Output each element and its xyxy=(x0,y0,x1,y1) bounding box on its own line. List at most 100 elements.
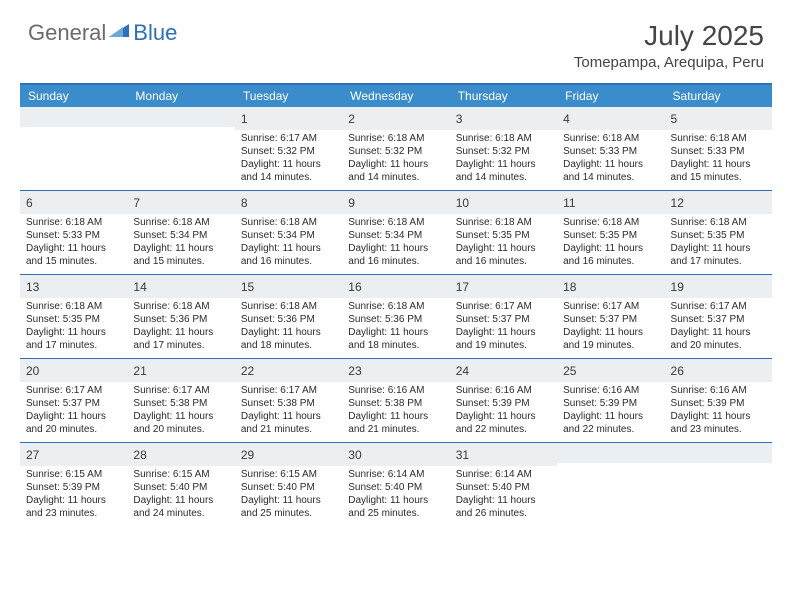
calendar-cell: 9 Sunrise: 6:18 AMSunset: 5:34 PMDaylight… xyxy=(342,191,449,274)
daynum-row: 7 xyxy=(127,191,234,214)
calendar-cell: 8Sunrise: 6:18 AMSunset: 5:34 PMDaylight… xyxy=(235,191,342,274)
calendar-cell: 1 Sunrise: 6:17 AMSunset: 5:32 PMDaylight… xyxy=(235,107,342,190)
daynum-row: 14 xyxy=(127,275,234,298)
day-header: Saturday xyxy=(665,85,772,107)
sunset-line: Sunset: 5:34 PM xyxy=(241,229,336,242)
day-number: 2 xyxy=(348,112,355,126)
daylight-line: Daylight: 11 hours and 24 minutes. xyxy=(133,494,228,520)
day-number: 1 xyxy=(241,112,248,126)
sunset-line: Sunset: 5:39 PM xyxy=(26,481,121,494)
day-number: 10 xyxy=(456,196,469,210)
daynum-row xyxy=(665,443,772,463)
sunset-line: Sunset: 5:40 PM xyxy=(348,481,443,494)
daylight-line: Daylight: 11 hours and 15 minutes. xyxy=(26,242,121,268)
cell-body: Sunrise: 6:18 AMSunset: 5:32 PMDaylight:… xyxy=(450,130,557,190)
daylight-line: Daylight: 11 hours and 25 minutes. xyxy=(348,494,443,520)
daynum-row: 23 xyxy=(342,359,449,382)
daylight-line: Daylight: 11 hours and 23 minutes. xyxy=(26,494,121,520)
daynum-row: 15 xyxy=(235,275,342,298)
day-number: 6 xyxy=(26,196,33,210)
day-number: 8 xyxy=(241,196,248,210)
sunrise-line: Sunrise: 6:17 AM xyxy=(563,300,658,313)
calendar-cell: 31Sunrise: 6:14 AMSunset: 5:40 PMDayligh… xyxy=(450,443,557,526)
daylight-line: Daylight: 11 hours and 22 minutes. xyxy=(456,410,551,436)
day-header: Sunday xyxy=(20,85,127,107)
sunset-line: Sunset: 5:33 PM xyxy=(563,145,658,158)
daynum-row: 20 xyxy=(20,359,127,382)
sunrise-line: Sunrise: 6:18 AM xyxy=(133,216,228,229)
cell-body: Sunrise: 6:15 AMSunset: 5:40 PMDaylight:… xyxy=(235,466,342,526)
week-row: 20 Sunrise: 6:17 AMSunset: 5:37 PMDayligh… xyxy=(20,358,772,442)
daylight-line: Daylight: 11 hours and 25 minutes. xyxy=(241,494,336,520)
sunrise-line: Sunrise: 6:18 AM xyxy=(26,300,121,313)
daylight-line: Daylight: 11 hours and 16 minutes. xyxy=(563,242,658,268)
day-header: Friday xyxy=(557,85,664,107)
sunset-line: Sunset: 5:36 PM xyxy=(348,313,443,326)
cell-body: Sunrise: 6:18 AMSunset: 5:35 PMDaylight:… xyxy=(665,214,772,274)
cell-body: Sunrise: 6:17 AMSunset: 5:37 PMDaylight:… xyxy=(20,382,127,442)
calendar-cell xyxy=(20,107,127,190)
sunrise-line: Sunrise: 6:18 AM xyxy=(348,216,443,229)
sunrise-line: Sunrise: 6:18 AM xyxy=(348,132,443,145)
sunset-line: Sunset: 5:35 PM xyxy=(671,229,766,242)
sunset-line: Sunset: 5:32 PM xyxy=(348,145,443,158)
calendar-cell: 13Sunrise: 6:18 AMSunset: 5:35 PMDayligh… xyxy=(20,275,127,358)
calendar-cell: 3Sunrise: 6:18 AMSunset: 5:32 PMDaylight… xyxy=(450,107,557,190)
day-number: 13 xyxy=(26,280,39,294)
daylight-line: Daylight: 11 hours and 18 minutes. xyxy=(348,326,443,352)
day-number: 9 xyxy=(348,196,355,210)
daylight-line: Daylight: 11 hours and 14 minutes. xyxy=(456,158,551,184)
weeks-grid: 1Sunrise: 6:17 AMSunset: 5:32 PMDaylight… xyxy=(20,107,772,526)
sunrise-line: Sunrise: 6:17 AM xyxy=(26,384,121,397)
daylight-line: Daylight: 11 hours and 21 minutes. xyxy=(241,410,336,436)
sunset-line: Sunset: 5:38 PM xyxy=(133,397,228,410)
calendar-cell: 16Sunrise: 6:18 AMSunset: 5:36 PMDayligh… xyxy=(342,275,449,358)
daynum-row: 26 xyxy=(665,359,772,382)
daylight-line: Daylight: 11 hours and 16 minutes. xyxy=(348,242,443,268)
day-number: 7 xyxy=(133,196,140,210)
cell-body: Sunrise: 6:17 AMSunset: 5:32 PMDaylight:… xyxy=(235,130,342,190)
daylight-line: Daylight: 11 hours and 22 minutes. xyxy=(563,410,658,436)
sunset-line: Sunset: 5:38 PM xyxy=(241,397,336,410)
cell-body: Sunrise: 6:17 AMSunset: 5:37 PMDaylight:… xyxy=(557,298,664,358)
day-number: 26 xyxy=(671,364,684,378)
cell-body: Sunrise: 6:18 AMSunset: 5:34 PMDaylight:… xyxy=(342,214,449,274)
sunset-line: Sunset: 5:34 PM xyxy=(133,229,228,242)
sunrise-line: Sunrise: 6:18 AM xyxy=(348,300,443,313)
daynum-row: 31 xyxy=(450,443,557,466)
calendar-cell: 4Sunrise: 6:18 AMSunset: 5:33 PMDaylight… xyxy=(557,107,664,190)
cell-body: Sunrise: 6:17 AMSunset: 5:37 PMDaylight:… xyxy=(450,298,557,358)
daylight-line: Daylight: 11 hours and 16 minutes. xyxy=(456,242,551,268)
day-number: 20 xyxy=(26,364,39,378)
cell-body: Sunrise: 6:17 AMSunset: 5:38 PMDaylight:… xyxy=(235,382,342,442)
daynum-row: 28 xyxy=(127,443,234,466)
daynum-row xyxy=(20,107,127,127)
cell-body xyxy=(557,463,664,517)
week-row: 27Sunrise: 6:15 AMSunset: 5:39 PMDayligh… xyxy=(20,442,772,526)
day-number: 4 xyxy=(563,112,570,126)
daynum-row: 19 xyxy=(665,275,772,298)
sunset-line: Sunset: 5:37 PM xyxy=(563,313,658,326)
sunset-line: Sunset: 5:33 PM xyxy=(26,229,121,242)
sunrise-line: Sunrise: 6:18 AM xyxy=(671,216,766,229)
cell-body: Sunrise: 6:17 AMSunset: 5:37 PMDaylight:… xyxy=(665,298,772,358)
calendar-cell: 18Sunrise: 6:17 AMSunset: 5:37 PMDayligh… xyxy=(557,275,664,358)
daynum-row: 21 xyxy=(127,359,234,382)
cell-body: Sunrise: 6:18 AMSunset: 5:33 PMDaylight:… xyxy=(20,214,127,274)
daynum-row: 25 xyxy=(557,359,664,382)
calendar-cell: 28Sunrise: 6:15 AMSunset: 5:40 PMDayligh… xyxy=(127,443,234,526)
cell-body xyxy=(20,127,127,181)
sunset-line: Sunset: 5:37 PM xyxy=(456,313,551,326)
calendar-cell: 21Sunrise: 6:17 AMSunset: 5:38 PMDayligh… xyxy=(127,359,234,442)
calendar-cell: 20 Sunrise: 6:17 AMSunset: 5:37 PMDayligh… xyxy=(20,359,127,442)
daynum-row: 8 xyxy=(235,191,342,214)
calendar-cell: 29Sunrise: 6:15 AMSunset: 5:40 PMDayligh… xyxy=(235,443,342,526)
calendar-cell xyxy=(557,443,664,526)
daylight-line: Daylight: 11 hours and 14 minutes. xyxy=(563,158,658,184)
day-number: 22 xyxy=(241,364,254,378)
sunrise-line: Sunrise: 6:16 AM xyxy=(671,384,766,397)
calendar-cell: 10Sunrise: 6:18 AMSunset: 5:35 PMDayligh… xyxy=(450,191,557,274)
calendar-cell: 30Sunrise: 6:14 AMSunset: 5:40 PMDayligh… xyxy=(342,443,449,526)
cell-body: Sunrise: 6:18 AMSunset: 5:33 PMDaylight:… xyxy=(665,130,772,190)
daylight-line: Daylight: 11 hours and 21 minutes. xyxy=(348,410,443,436)
